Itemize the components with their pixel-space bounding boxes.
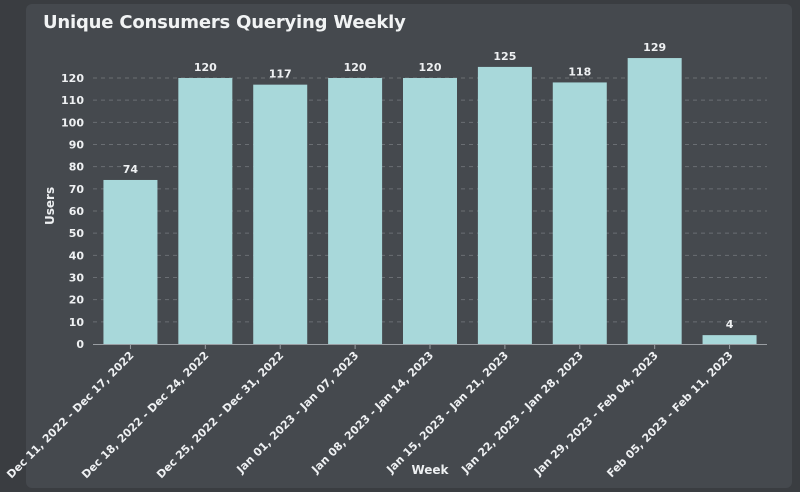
bar[interactable]	[403, 78, 457, 344]
x-tick-label: Jan 22, 2023 - Jan 28, 2023	[458, 349, 586, 477]
bar-value-label: 120	[194, 61, 217, 74]
bar-value-label: 120	[419, 61, 442, 74]
bar[interactable]	[178, 78, 233, 344]
bar[interactable]	[328, 78, 383, 344]
x-tick-label: Jan 29, 2023 - Feb 04, 2023	[531, 349, 661, 479]
y-tick-label: 50	[69, 227, 85, 240]
bars	[103, 58, 757, 345]
bar-value-label: 74	[123, 163, 139, 176]
x-tick-label: Feb 05, 2023 - Feb 11, 2023	[604, 349, 735, 480]
data-labels: 74 120 117 120 120 125 118 129 4	[123, 41, 734, 331]
x-tick-label: Jan 01, 2023 - Jan 07, 2023	[234, 349, 362, 477]
bar-value-label: 117	[269, 68, 292, 81]
y-tick-label: 70	[69, 183, 85, 196]
x-tick-label: Jan 08, 2023 - Jan 14, 2023	[309, 349, 437, 477]
y-tick-label: 40	[69, 249, 85, 262]
bar[interactable]	[627, 58, 682, 345]
y-tick-label: 20	[69, 294, 85, 307]
y-axis-title: Users	[43, 187, 57, 225]
y-tick-label: 0	[76, 338, 84, 351]
y-tick-label: 30	[69, 272, 85, 285]
x-tick-label: Dec 11, 2022 - Dec 17, 2022	[4, 349, 136, 481]
y-tick-label: 80	[69, 161, 85, 174]
bar[interactable]	[702, 335, 757, 344]
y-tick-label: 90	[69, 139, 85, 152]
y-tick-label: 10	[69, 316, 85, 329]
bar[interactable]	[253, 84, 308, 345]
bar-value-label: 118	[568, 65, 591, 78]
bar-value-label: 129	[643, 41, 666, 54]
bar[interactable]	[103, 179, 158, 344]
bar[interactable]	[552, 82, 607, 344]
y-tick-label: 60	[69, 205, 85, 218]
x-tick-label: Jan 15, 2023 - Jan 21, 2023	[383, 349, 511, 477]
bar-value-label: 120	[344, 61, 367, 74]
x-tick-label: Dec 18, 2022 - Dec 24, 2022	[79, 349, 211, 481]
x-tick-label: Dec 25, 2022 - Dec 31, 2022	[154, 349, 286, 481]
y-tick-label: 110	[61, 94, 84, 107]
bar-value-label: 4	[726, 318, 734, 331]
chart-title: Unique Consumers Querying Weekly	[43, 12, 406, 33]
x-axis-title: Week	[411, 463, 449, 477]
y-tick-label: 100	[61, 116, 84, 129]
bar[interactable]	[477, 66, 532, 345]
y-tick-label: 120	[61, 72, 84, 85]
bar-value-label: 125	[493, 50, 516, 63]
